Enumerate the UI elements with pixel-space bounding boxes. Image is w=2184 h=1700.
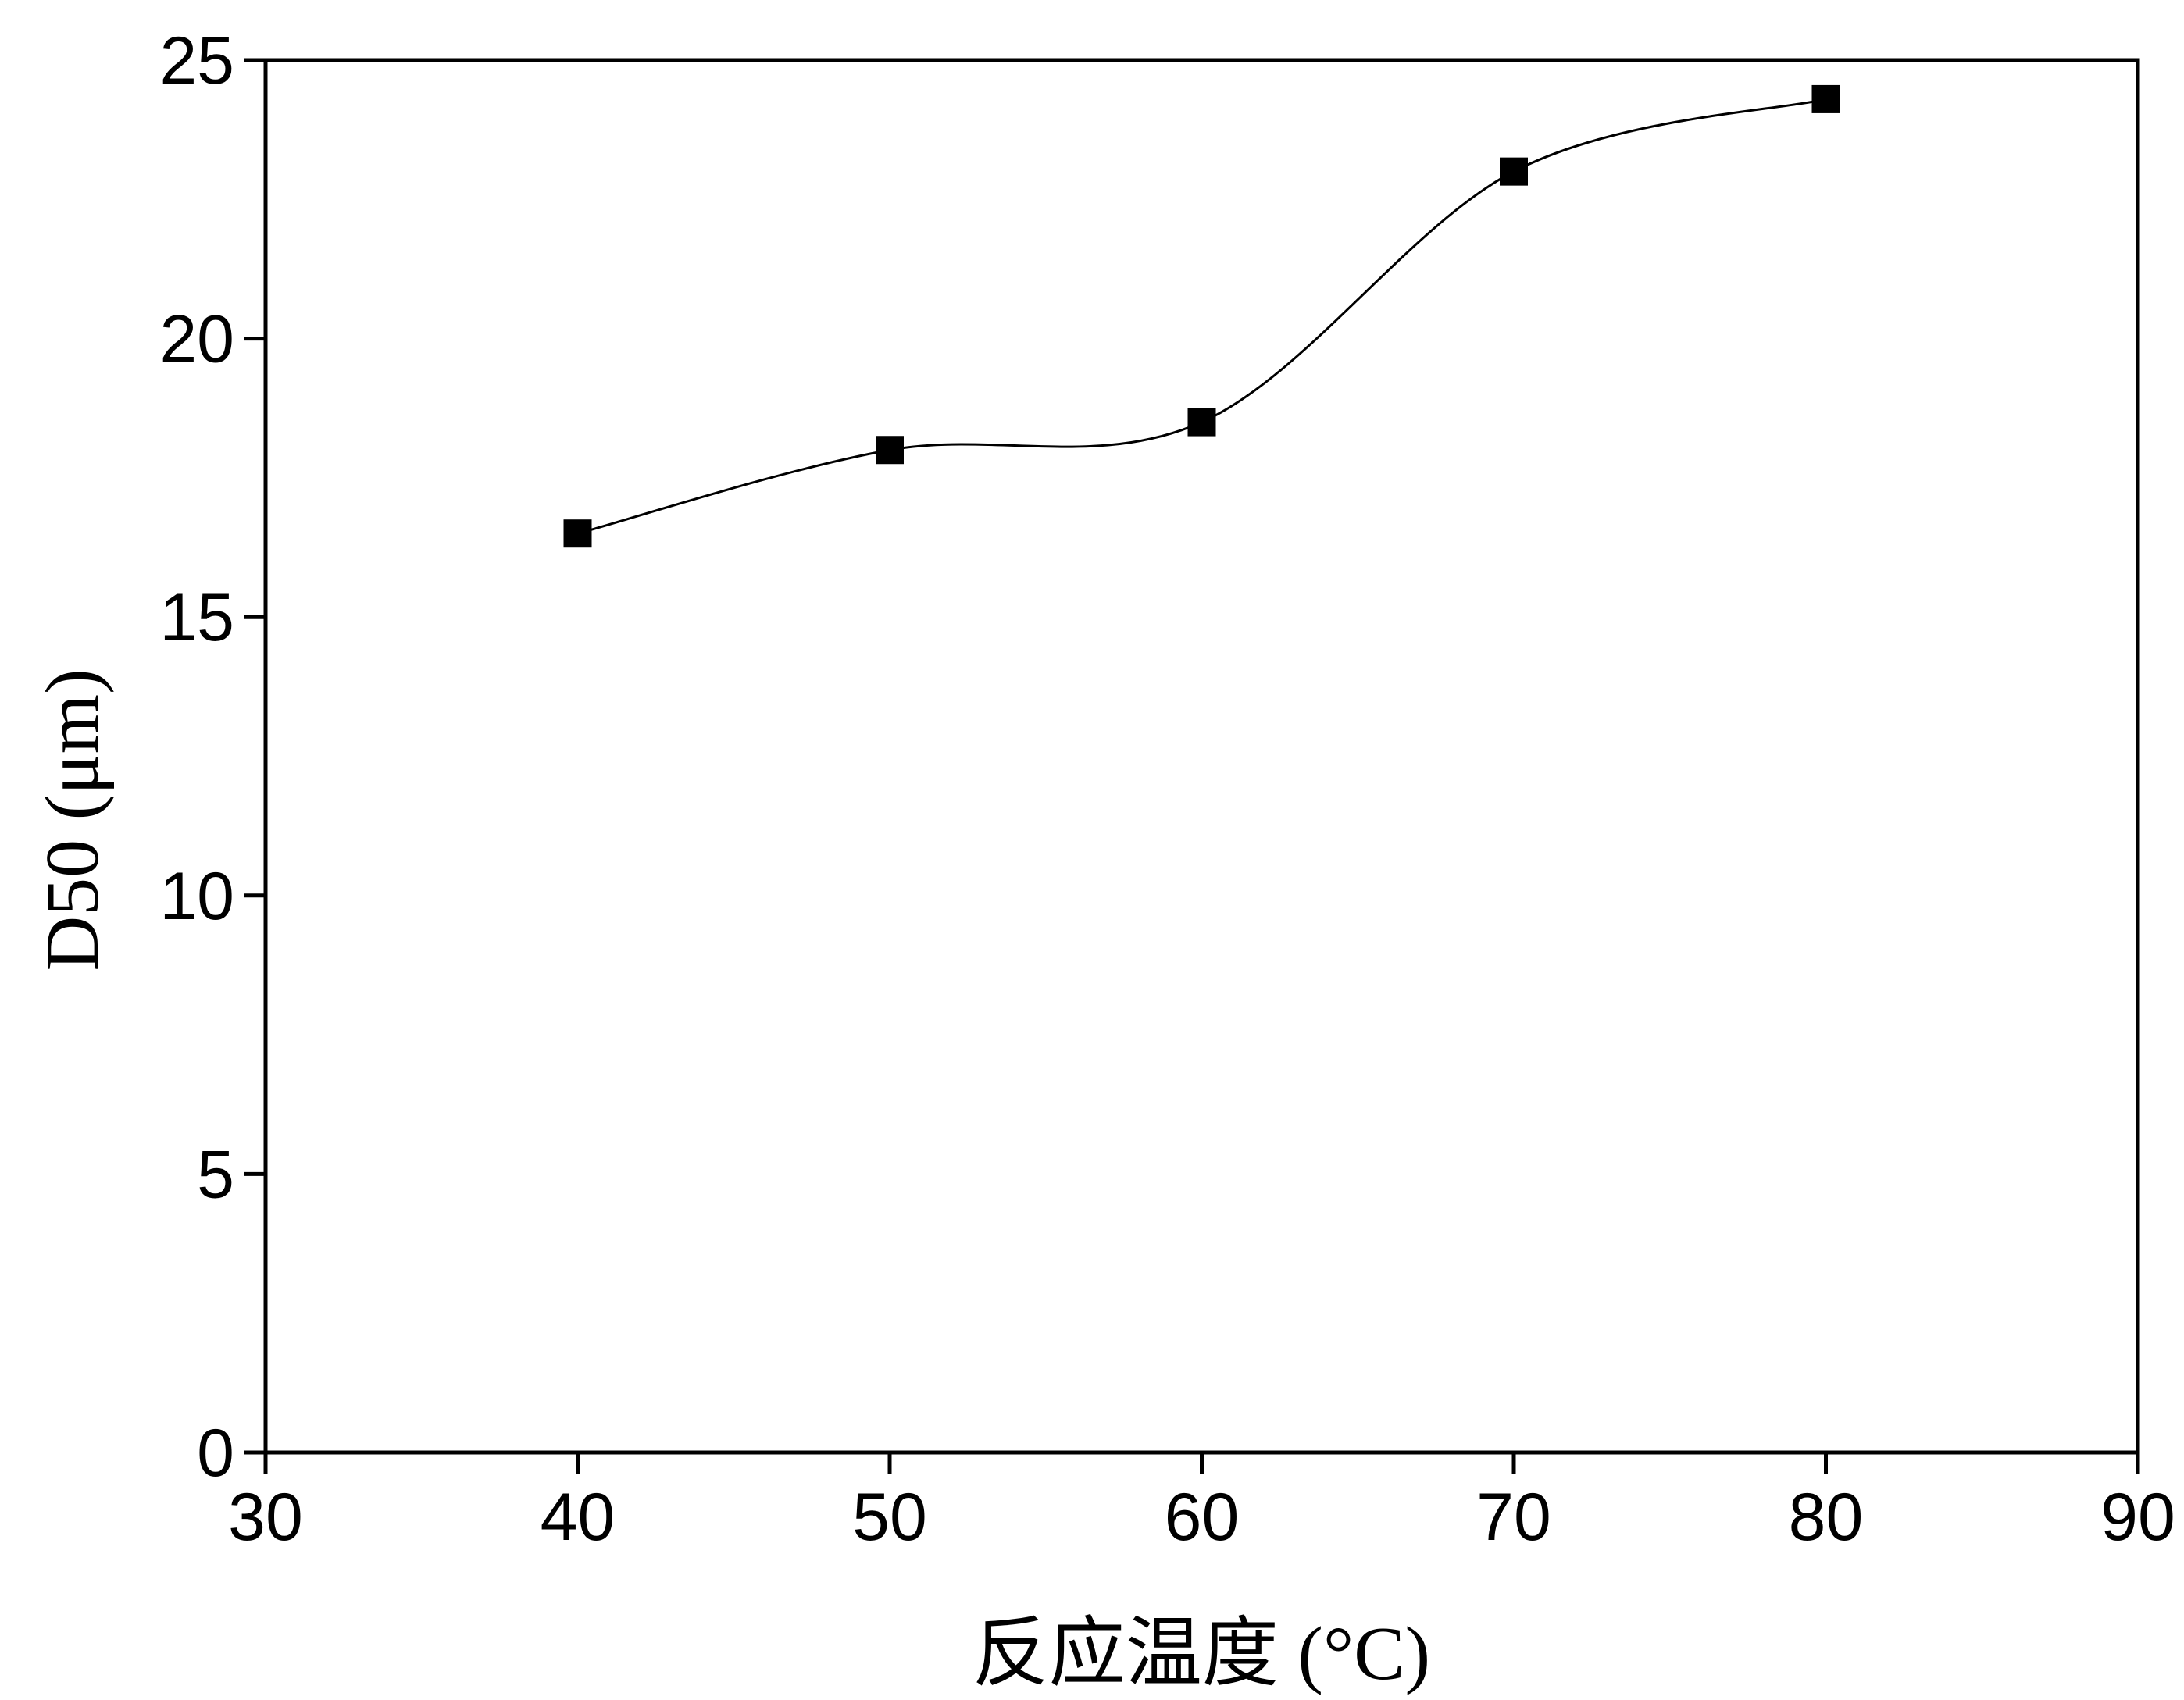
data-point xyxy=(1187,408,1216,437)
y-axis-title: D50 (μm) xyxy=(30,668,115,971)
data-line xyxy=(577,98,1826,535)
y-tick-label: 20 xyxy=(159,302,234,377)
x-tick-label: 90 xyxy=(2100,1480,2175,1555)
y-tick-label: 0 xyxy=(197,1416,234,1491)
data-point xyxy=(876,436,904,465)
x-tick-label: 60 xyxy=(1165,1480,1240,1555)
x-axis-title: 反应温度 (°C) xyxy=(972,1612,1430,1696)
y-tick-label: 10 xyxy=(159,859,234,934)
x-tick-label: 40 xyxy=(541,1480,616,1555)
data-point xyxy=(563,519,592,548)
plot-frame xyxy=(263,58,2140,1455)
x-tick-label: 30 xyxy=(228,1480,303,1555)
x-tick-label: 80 xyxy=(1789,1480,1864,1555)
data-point xyxy=(1811,84,1840,113)
data-point xyxy=(1500,157,1528,186)
y-tick-label: 15 xyxy=(159,580,234,655)
y-tick-label: 5 xyxy=(197,1137,234,1212)
y-tick-label: 25 xyxy=(159,23,234,98)
x-tick-label: 70 xyxy=(1476,1480,1551,1555)
x-tick-label: 50 xyxy=(852,1480,927,1555)
